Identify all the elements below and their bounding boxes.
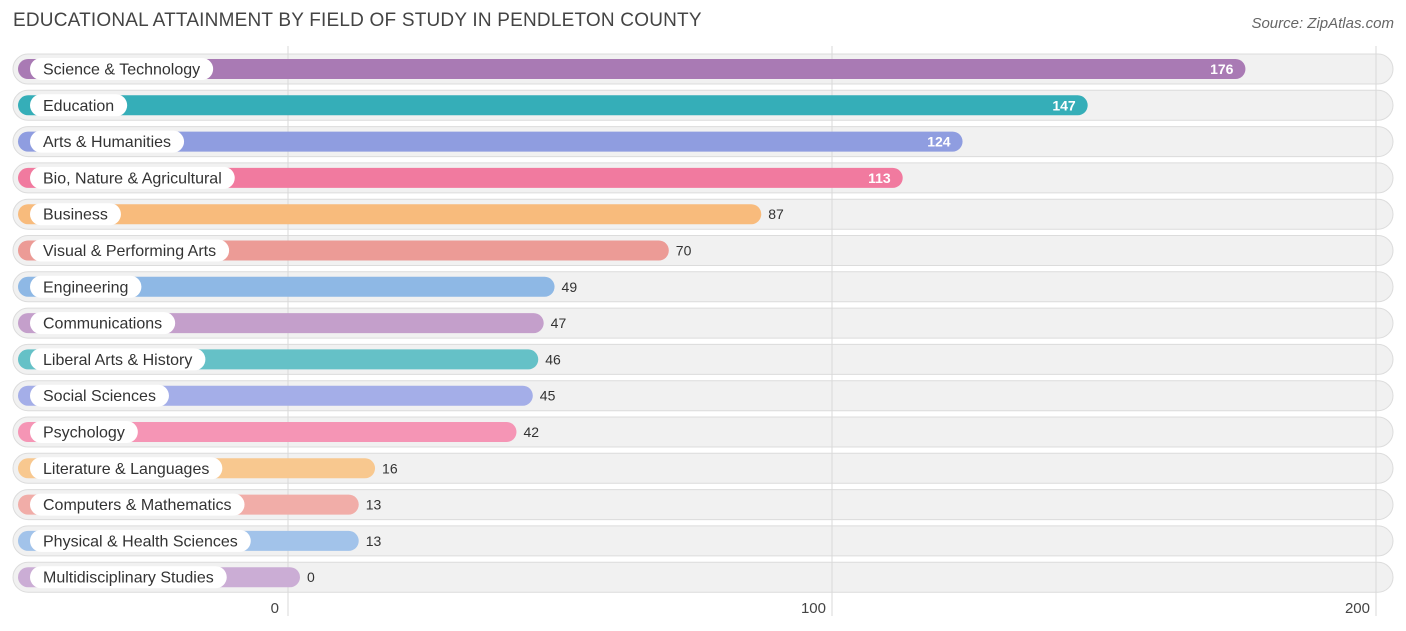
- x-tick-label: 0: [271, 600, 279, 617]
- row-background: [12, 525, 1394, 557]
- category-label: Literature & Languages: [43, 461, 209, 478]
- category-label: Engineering: [43, 279, 128, 296]
- row-background: [12, 489, 1394, 521]
- category-label: Education: [43, 98, 114, 115]
- category-label: Science & Technology: [43, 62, 200, 79]
- category-label-pill: [30, 457, 223, 480]
- category-label-pill: [30, 421, 138, 443]
- value-label: 124: [927, 134, 951, 150]
- category-label: Multidisciplinary Studies: [43, 570, 214, 587]
- category-label-pill: [30, 203, 121, 226]
- value-label: 45: [540, 388, 556, 404]
- value-label: 13: [366, 533, 382, 549]
- value-label: 16: [382, 460, 398, 476]
- bar: [18, 276, 555, 297]
- category-label: Arts & Humanities: [43, 134, 171, 151]
- category-label-pill: [30, 58, 214, 80]
- bar: [18, 204, 762, 225]
- category-label-pill: [30, 275, 142, 298]
- category-label: Liberal Arts & History: [43, 352, 192, 369]
- value-label: 13: [366, 497, 382, 513]
- category-label: Visual & Performing Arts: [43, 243, 216, 260]
- chart-source: Source: ZipAtlas.com: [1251, 15, 1394, 32]
- category-label-pill: [30, 384, 169, 407]
- category-label-pill: [30, 493, 245, 516]
- category-label-pill: [30, 166, 235, 189]
- category-label-pill: [30, 566, 227, 589]
- category-label: Business: [43, 207, 108, 224]
- category-label: Social Sciences: [43, 388, 156, 405]
- category-label: Communications: [43, 316, 162, 333]
- value-label: 42: [523, 424, 539, 440]
- category-label: Physical & Health Sciences: [43, 533, 238, 550]
- value-label: 87: [768, 206, 784, 222]
- value-label: 70: [676, 243, 692, 259]
- value-label: 49: [562, 279, 578, 295]
- bar: [18, 59, 1246, 79]
- bar: [18, 167, 903, 188]
- category-label-pill: [30, 529, 251, 552]
- value-label: 176: [1210, 61, 1234, 77]
- bar: [18, 131, 963, 152]
- category-label-pill: [30, 94, 128, 117]
- category-label: Computers & Mathematics: [43, 497, 232, 514]
- row-background: [12, 561, 1394, 593]
- category-label-pill: [30, 130, 185, 153]
- value-label: 147: [1052, 97, 1076, 113]
- value-label: 47: [551, 315, 567, 331]
- value-label: 113: [868, 170, 891, 186]
- value-label: 46: [545, 351, 561, 367]
- x-tick-label: 100: [801, 600, 826, 617]
- chart-title: EDUCATIONAL ATTAINMENT BY FIELD OF STUDY…: [13, 10, 702, 31]
- bar: [18, 422, 517, 442]
- category-label: Bio, Nature & Agricultural: [43, 170, 222, 187]
- category-label-pill: [30, 348, 206, 371]
- category-label-pill: [30, 239, 230, 262]
- value-label: 0: [307, 569, 315, 585]
- x-tick-label: 200: [1345, 600, 1370, 617]
- category-label: Psychology: [43, 425, 125, 442]
- bar: [18, 95, 1088, 116]
- category-label-pill: [30, 312, 176, 335]
